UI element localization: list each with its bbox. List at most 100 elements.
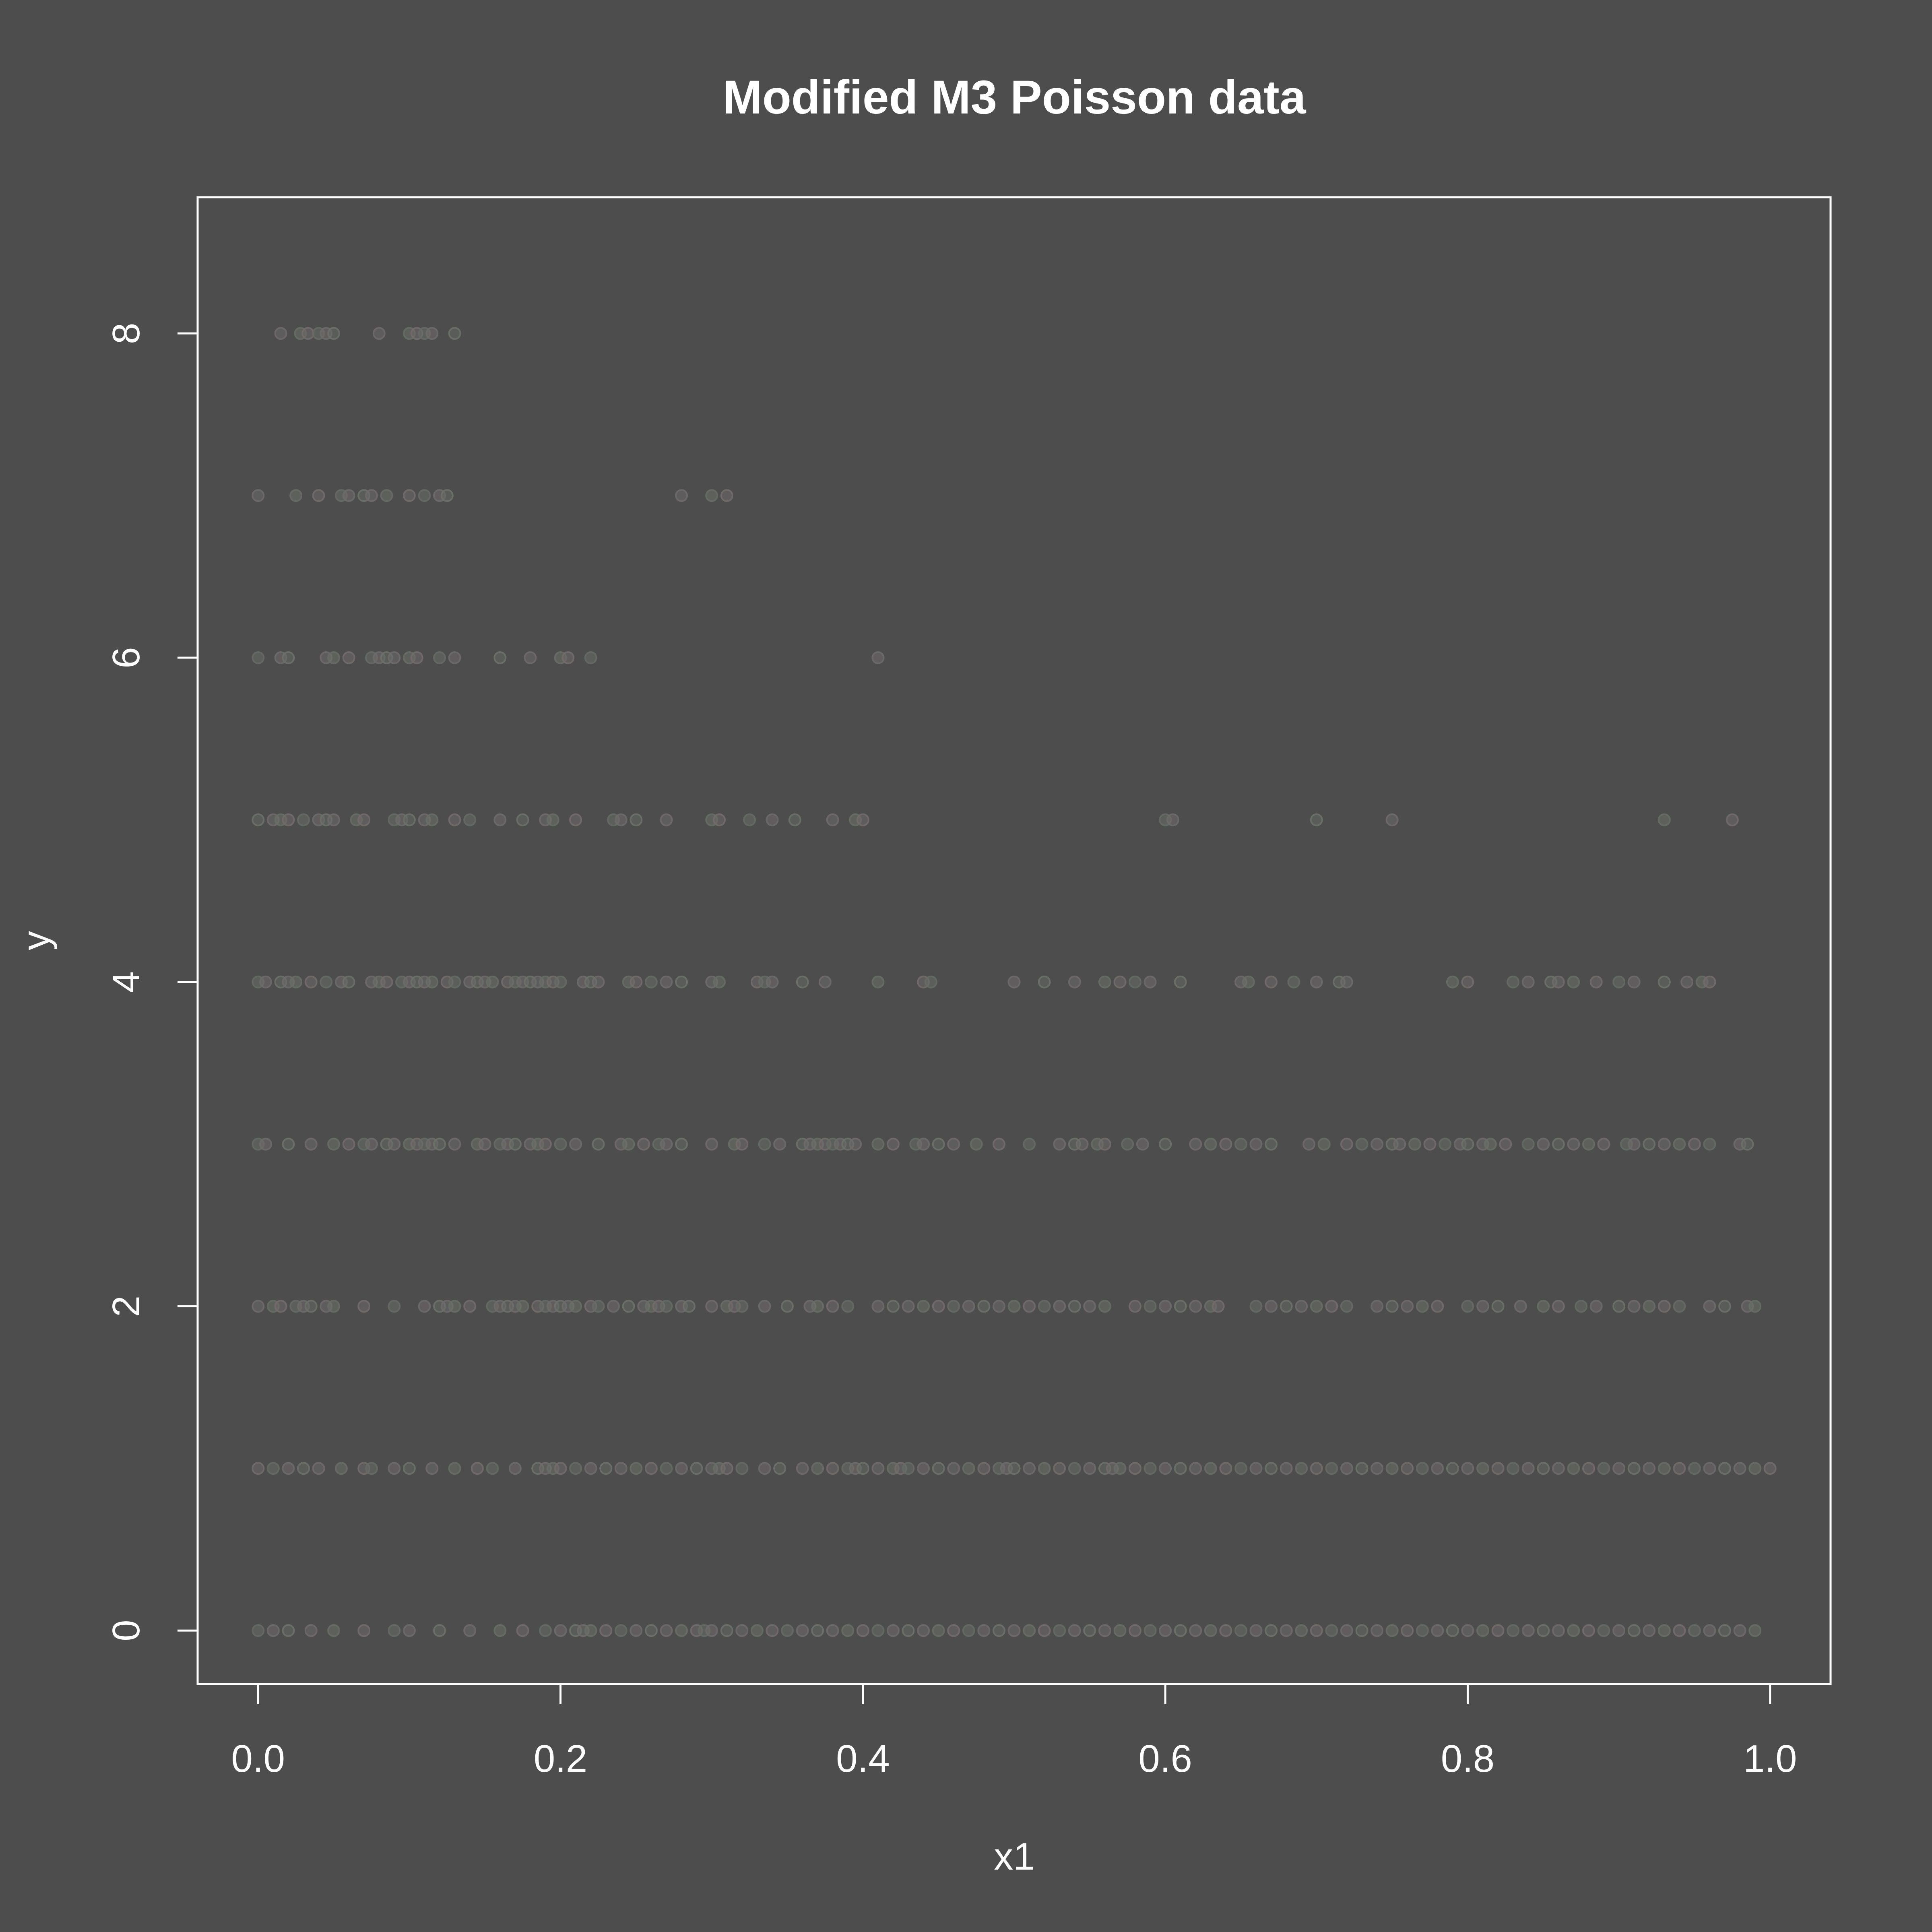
data-point-y2-79 <box>1416 1300 1429 1313</box>
data-point-y3-49 <box>917 1137 930 1151</box>
y-axis-label: y <box>14 931 58 950</box>
data-point-y5-3 <box>282 813 295 826</box>
data-point-y1-2 <box>282 1462 295 1475</box>
data-point-y2-78 <box>1401 1300 1414 1313</box>
data-point-y2-86 <box>1552 1300 1565 1313</box>
data-point-y0-5 <box>357 1624 371 1637</box>
data-point-y1-86 <box>1521 1462 1535 1475</box>
data-point-y1-8 <box>388 1462 401 1475</box>
x-tick-label-0: 0.0 <box>231 1737 285 1780</box>
data-point-y1-66 <box>1219 1462 1232 1475</box>
data-point-y0-83 <box>1582 1624 1595 1637</box>
data-point-y3-32 <box>675 1137 688 1151</box>
data-point-y0-46 <box>1023 1624 1036 1637</box>
data-point-y5-33 <box>856 813 869 826</box>
data-point-y0-26 <box>720 1624 733 1637</box>
data-point-y3-4 <box>327 1137 341 1151</box>
data-point-y5-28 <box>743 813 756 826</box>
data-point-y3-46 <box>871 1137 885 1151</box>
data-point-y3-95 <box>1688 1137 1701 1151</box>
data-point-y0-60 <box>1234 1624 1247 1637</box>
data-point-y6-9 <box>388 651 401 665</box>
data-point-y0-50 <box>1083 1624 1096 1637</box>
data-point-y0-53 <box>1129 1624 1141 1637</box>
data-point-y1-54 <box>1053 1462 1066 1475</box>
data-point-y6-0 <box>252 651 265 665</box>
data-point-y0-70 <box>1385 1624 1399 1637</box>
data-point-y0-30 <box>781 1624 794 1637</box>
data-point-y0-74 <box>1446 1624 1459 1637</box>
data-point-y2-72 <box>1295 1300 1308 1313</box>
data-point-y2-77 <box>1385 1300 1399 1313</box>
data-point-y3-14 <box>433 1137 446 1151</box>
data-point-y0-93 <box>1733 1624 1746 1637</box>
data-point-y1-24 <box>644 1462 658 1475</box>
data-point-y0-3 <box>304 1624 318 1637</box>
data-point-y3-47 <box>887 1137 900 1151</box>
data-point-y2-58 <box>1053 1300 1066 1313</box>
data-point-y0-56 <box>1174 1624 1187 1637</box>
data-point-y2-27 <box>592 1300 605 1313</box>
data-point-y6-11 <box>410 651 423 665</box>
data-point-y1-13 <box>486 1462 499 1475</box>
data-point-y0-16 <box>584 1624 597 1637</box>
data-point-y0-36 <box>871 1624 885 1637</box>
data-point-y0-90 <box>1688 1624 1701 1637</box>
data-point-y2-88 <box>1589 1300 1603 1313</box>
data-point-y2-8 <box>357 1300 371 1313</box>
data-point-y8-11 <box>448 327 461 340</box>
data-point-y2-33 <box>660 1300 673 1313</box>
data-point-y1-96 <box>1673 1462 1686 1475</box>
data-point-y2-76 <box>1371 1300 1384 1313</box>
data-point-y1-10 <box>425 1462 439 1475</box>
data-point-y4-50 <box>1038 975 1051 989</box>
data-point-y1-80 <box>1431 1462 1444 1475</box>
data-point-y1-74 <box>1340 1462 1353 1475</box>
chart-title: Modified M3 Poisson data <box>723 71 1307 124</box>
data-point-y0-87 <box>1643 1624 1656 1637</box>
data-point-y3-78 <box>1439 1137 1452 1151</box>
data-point-y3-23 <box>539 1137 552 1151</box>
data-point-y7-14 <box>720 489 733 502</box>
data-point-y0-54 <box>1144 1624 1157 1637</box>
data-point-y2-84 <box>1514 1300 1527 1313</box>
data-point-y8-6 <box>372 327 386 340</box>
data-point-y4-64 <box>1446 975 1459 989</box>
data-point-y3-76 <box>1408 1137 1421 1151</box>
data-point-y4-16 <box>425 975 439 989</box>
data-point-y1-98 <box>1703 1462 1716 1475</box>
data-point-y7-12 <box>675 489 688 502</box>
data-point-y4-36 <box>644 975 658 989</box>
data-point-y1-56 <box>1083 1462 1096 1475</box>
data-point-y2-68 <box>1212 1300 1225 1313</box>
data-point-y0-2 <box>282 1624 295 1637</box>
data-point-y4-65 <box>1461 975 1474 989</box>
data-point-y0-72 <box>1416 1624 1429 1637</box>
x-tick-label-4: 0.8 <box>1441 1737 1494 1780</box>
data-point-y0-62 <box>1265 1624 1278 1637</box>
data-point-y1-48 <box>977 1462 991 1475</box>
data-point-y5-16 <box>463 813 477 826</box>
data-point-y4-46 <box>871 975 885 989</box>
data-point-y0-91 <box>1703 1624 1716 1637</box>
data-point-y1-33 <box>773 1462 786 1475</box>
data-point-y2-51 <box>947 1300 960 1313</box>
data-point-y2-62 <box>1129 1300 1141 1313</box>
data-point-y8-10 <box>425 327 439 340</box>
data-point-y7-13 <box>705 489 718 502</box>
data-point-y2-14 <box>463 1300 477 1313</box>
data-point-y3-85 <box>1537 1137 1550 1151</box>
data-point-y3-73 <box>1371 1137 1384 1151</box>
data-point-y1-20 <box>584 1462 597 1475</box>
data-point-y0-45 <box>1007 1624 1021 1637</box>
x-tick-label-1: 0.2 <box>534 1737 587 1780</box>
data-point-y2-9 <box>388 1300 401 1313</box>
data-point-y3-75 <box>1393 1137 1406 1151</box>
data-point-y1-7 <box>365 1462 378 1475</box>
data-point-y6-13 <box>448 651 461 665</box>
data-point-y7-0 <box>252 489 265 502</box>
data-point-y2-66 <box>1189 1300 1202 1313</box>
data-point-y1-63 <box>1174 1462 1187 1475</box>
data-point-y3-20 <box>508 1137 522 1151</box>
